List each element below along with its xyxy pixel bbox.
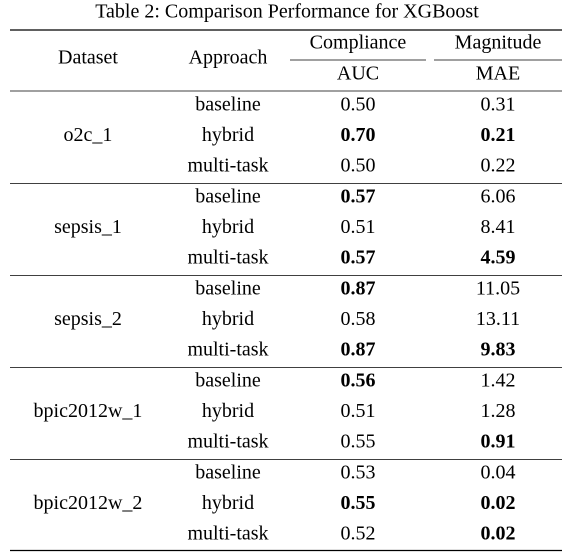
header-approach: Approach bbox=[189, 47, 268, 69]
mae-cell: 0.31 bbox=[481, 94, 516, 116]
auc-cell: 0.50 bbox=[341, 155, 376, 177]
approach-cell: baseline bbox=[195, 370, 261, 392]
auc-cell: 0.50 bbox=[341, 94, 376, 116]
mae-cell: 0.04 bbox=[481, 462, 516, 484]
table-caption: Table 2: Comparison Performance for XGBo… bbox=[95, 1, 479, 23]
auc-cell: 0.70 bbox=[341, 124, 376, 146]
auc-cell: 0.52 bbox=[341, 523, 376, 545]
approach-cell: baseline bbox=[195, 186, 261, 208]
approach-cell: baseline bbox=[195, 278, 261, 300]
header-dataset: Dataset bbox=[58, 47, 118, 69]
auc-cell: 0.55 bbox=[341, 492, 376, 514]
mae-cell: 0.91 bbox=[481, 431, 516, 453]
approach-cell: baseline bbox=[195, 94, 261, 116]
approach-cell: multi-task bbox=[187, 431, 268, 453]
auc-cell: 0.58 bbox=[341, 308, 376, 330]
auc-cell: 0.56 bbox=[341, 370, 376, 392]
header-mae: MAE bbox=[476, 63, 520, 85]
dataset-cell: o2c_1 bbox=[64, 124, 113, 146]
approach-cell: hybrid bbox=[202, 400, 254, 422]
mae-cell: 0.22 bbox=[481, 155, 516, 177]
mae-cell: 0.02 bbox=[481, 523, 516, 545]
mae-cell: 0.21 bbox=[481, 124, 516, 146]
auc-cell: 0.51 bbox=[341, 216, 376, 238]
header-auc: AUC bbox=[337, 63, 379, 85]
approach-cell: baseline bbox=[195, 462, 261, 484]
mae-cell: 1.28 bbox=[481, 400, 516, 422]
auc-cell: 0.53 bbox=[341, 462, 376, 484]
approach-cell: hybrid bbox=[202, 492, 254, 514]
approach-cell: hybrid bbox=[202, 124, 254, 146]
auc-cell: 0.57 bbox=[341, 186, 376, 208]
mae-cell: 1.42 bbox=[481, 370, 516, 392]
approach-cell: hybrid bbox=[202, 216, 254, 238]
dataset-cell: sepsis_1 bbox=[54, 216, 122, 238]
auc-cell: 0.87 bbox=[341, 339, 376, 361]
auc-cell: 0.51 bbox=[341, 400, 376, 422]
mae-cell: 8.41 bbox=[481, 216, 516, 238]
mae-cell: 6.06 bbox=[481, 186, 516, 208]
dataset-cell: sepsis_2 bbox=[54, 308, 122, 330]
mae-cell: 0.02 bbox=[481, 492, 516, 514]
mae-cell: 13.11 bbox=[476, 308, 520, 330]
approach-cell: hybrid bbox=[202, 308, 254, 330]
approach-cell: multi-task bbox=[187, 523, 268, 545]
mae-cell: 11.05 bbox=[476, 278, 520, 300]
mae-cell: 4.59 bbox=[481, 247, 516, 269]
dataset-cell: bpic2012w_1 bbox=[34, 400, 143, 422]
header-compliance: Compliance bbox=[310, 32, 407, 54]
approach-cell: multi-task bbox=[187, 155, 268, 177]
approach-cell: multi-task bbox=[187, 339, 268, 361]
auc-cell: 0.57 bbox=[341, 247, 376, 269]
auc-cell: 0.55 bbox=[341, 431, 376, 453]
dataset-cell: bpic2012w_2 bbox=[34, 492, 143, 514]
header-magnitude: Magnitude bbox=[455, 32, 542, 54]
auc-cell: 0.87 bbox=[341, 278, 376, 300]
approach-cell: multi-task bbox=[187, 247, 268, 269]
mae-cell: 9.83 bbox=[481, 339, 516, 361]
